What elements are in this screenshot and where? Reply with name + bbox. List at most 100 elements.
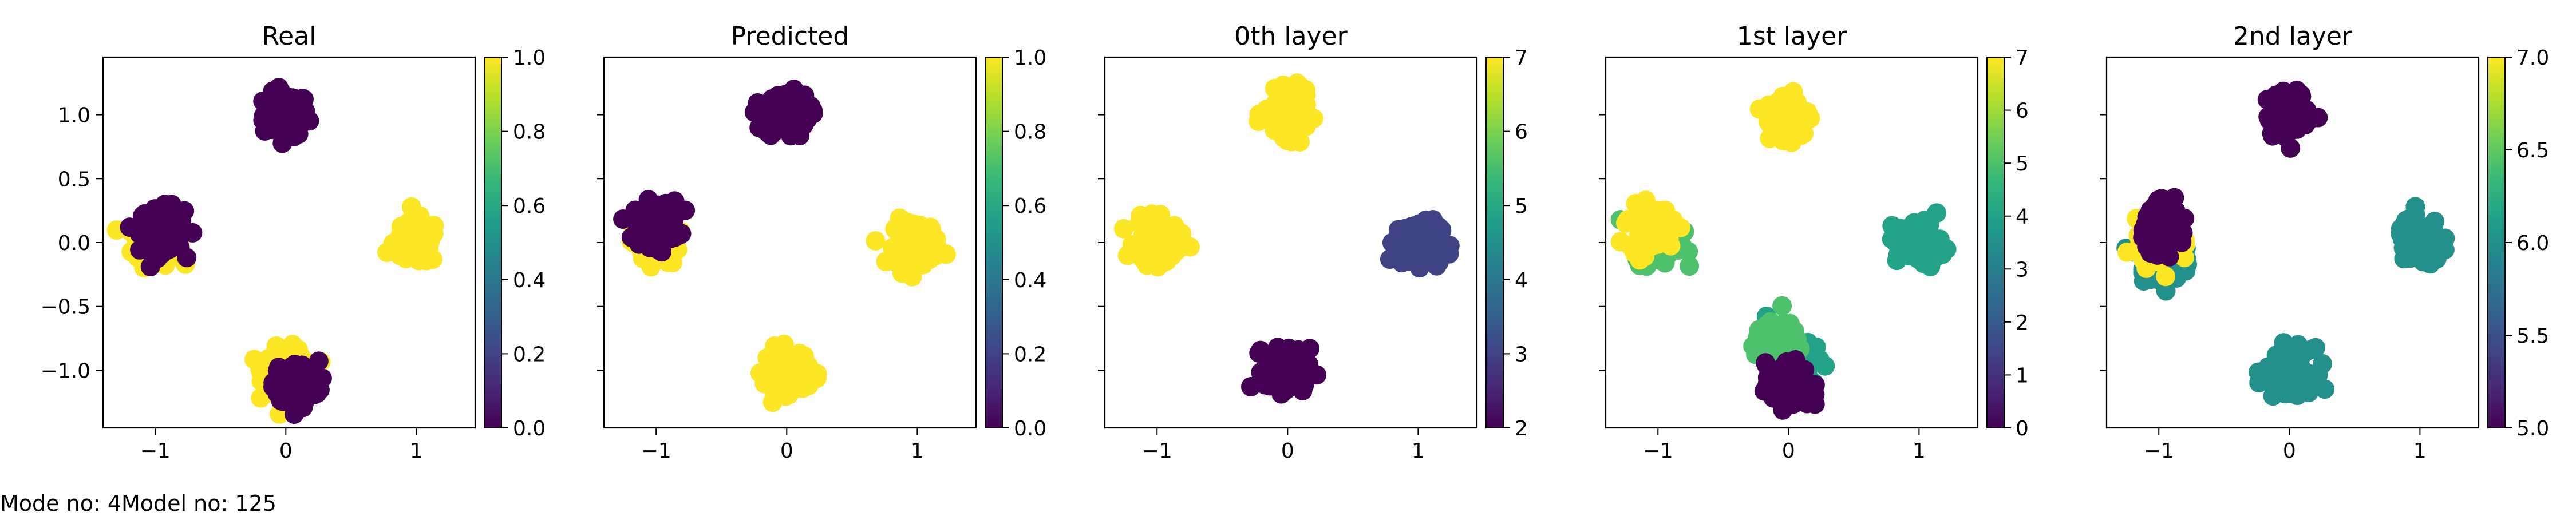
scatter-point	[1274, 128, 1294, 148]
scatter-point	[1772, 102, 1792, 122]
panel-5: 2nd layer −1 0 1 5.0 5.5 6.0 6.5 7.0	[2100, 22, 2549, 463]
scatter-point	[1439, 244, 1459, 264]
scatter-point	[888, 222, 908, 242]
scatter-point	[866, 231, 886, 251]
scatter-point	[1649, 234, 1669, 254]
colorbar	[1986, 57, 2005, 428]
scatter-point	[803, 101, 823, 121]
scatter-point	[1757, 367, 1777, 387]
scatter-point	[2301, 340, 2321, 360]
scatter-point	[1241, 377, 1261, 396]
y-tick-label: 1.0	[58, 104, 90, 128]
scatter-point	[1903, 215, 1923, 235]
scatter-points	[106, 78, 444, 424]
colorbar-tick-label: 0.8	[1014, 121, 1046, 144]
scatter-point	[130, 240, 150, 260]
scatter-point	[1610, 232, 1630, 252]
panels: Real −1 0 1 1.0 0.5 0.0 −0.5 −1.0 0.0 0.2 0.4 0.6 0.8…	[41, 22, 2550, 463]
scatter-point	[629, 234, 649, 254]
scatter-point	[1678, 241, 1698, 261]
scatter-point	[1129, 213, 1149, 233]
scatter-point	[1281, 346, 1301, 366]
scatter-point	[1277, 97, 1297, 117]
colorbar-tick-label: 0.4	[1014, 269, 1046, 292]
scatter-point	[1929, 237, 1949, 256]
scatter-point	[1618, 209, 1638, 229]
x-tick-label: 1	[2413, 439, 2427, 463]
scatter-point	[2271, 347, 2291, 367]
scatter-point	[1797, 394, 1817, 414]
colorbar-tick-label: 7	[1515, 46, 1528, 70]
scatter-points	[1610, 82, 1957, 420]
y-tick-label: −1.0	[41, 359, 90, 383]
panel-3: 0th layer −1 0 1 2 3 4 5 6 7	[1098, 22, 1528, 463]
scatter-point	[398, 244, 418, 263]
x-tick-label: −1	[641, 439, 671, 463]
scatter-point	[2423, 233, 2443, 253]
panel-title: 0th layer	[1234, 22, 1348, 51]
x-tick-label: 0	[1281, 439, 1294, 463]
x-tick-label: 1	[1412, 439, 1425, 463]
scatter-point	[2398, 209, 2418, 229]
scatter-point	[1641, 199, 1661, 219]
panel-title: Real	[262, 22, 317, 51]
colorbar-tick-label: 6	[1515, 121, 1528, 144]
scatter-point	[284, 404, 304, 424]
colorbar-tick-label: 0.2	[513, 343, 546, 366]
colorbar-tick-label: 6	[2016, 100, 2029, 123]
colorbar-tick-label: 1	[2016, 364, 2029, 387]
scatter-point	[1113, 219, 1133, 239]
colorbar-tick-label: 6.0	[2516, 232, 2549, 255]
scatter-point	[288, 96, 308, 116]
scatter-points	[2116, 80, 2455, 406]
panel-2: Predicted −1 0 1 0.0 0.2 0.4 0.6 0.8 1.0	[597, 22, 1046, 463]
colorbar-tick-label: 0.6	[513, 195, 546, 218]
scatter-point	[1919, 215, 1939, 235]
scatter-point	[1791, 118, 1811, 138]
scatter-point	[1765, 321, 1785, 342]
x-tick-label: 0	[279, 439, 293, 463]
colorbar-tick-label: 3	[1515, 343, 1528, 366]
scatter-point	[1815, 356, 1835, 376]
scatter-point	[781, 356, 801, 376]
scatter-point	[909, 237, 929, 257]
scatter-point	[1784, 382, 1804, 402]
colorbar	[484, 57, 502, 428]
colorbar-tick-label: 5	[1515, 195, 1528, 218]
colorbar-tick-label: 6.5	[2516, 139, 2549, 162]
scatter-point	[255, 121, 275, 141]
x-tick-label: −1	[1142, 439, 1172, 463]
colorbar-tick-label: 2	[2016, 311, 2029, 335]
colorbar-tick-label: 5.5	[2516, 324, 2549, 348]
scatter-point	[1262, 103, 1282, 123]
x-tick-label: −1	[1643, 439, 1673, 463]
x-tick-label: −1	[2144, 439, 2174, 463]
scatter-point	[1775, 397, 1795, 416]
caption: Mode no: 4Model no: 125	[0, 491, 276, 516]
scatter-point	[2259, 360, 2279, 380]
colorbar-tick-label: 0	[2016, 417, 2029, 440]
scatter-point	[1259, 352, 1279, 372]
scatter-point	[400, 219, 420, 239]
scatter-point	[793, 378, 813, 398]
scatter-point	[613, 209, 633, 229]
y-tick-label: 0.0	[58, 232, 90, 255]
scatter-point	[2289, 90, 2309, 110]
x-tick-label: 0	[2283, 439, 2296, 463]
panel-title: 1st layer	[1737, 22, 1847, 51]
scatter-point	[894, 252, 913, 272]
colorbar-tick-label: 0.8	[513, 121, 546, 144]
y-tick-label: −0.5	[41, 296, 90, 319]
x-tick-label: 0	[780, 439, 793, 463]
scatter-point	[1782, 133, 1801, 152]
scatter-point	[779, 106, 799, 126]
colorbar-tick-label: 0.6	[1014, 195, 1046, 218]
scatter-point	[1772, 296, 1792, 316]
scatter-point	[1630, 250, 1650, 270]
colorbar-tick-label: 4	[2016, 205, 2029, 229]
scatter-point	[280, 382, 301, 402]
scatter-point	[1626, 193, 1646, 213]
colorbar-tick-label: 7.0	[2516, 46, 2549, 70]
colorbar-tick-label: 0.0	[1014, 417, 1046, 440]
